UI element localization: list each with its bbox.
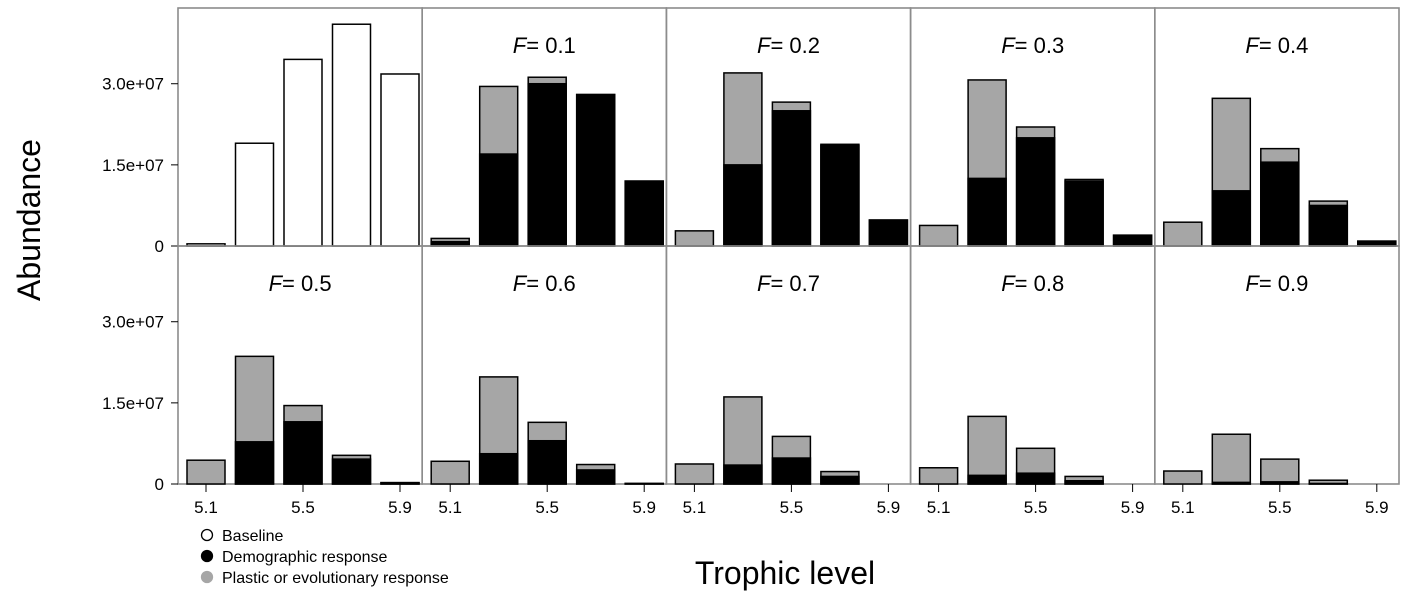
bar-demographic: [527, 82, 567, 247]
legend: Baseline Demographic response Plastic or e…: [200, 528, 449, 587]
panel: F= 0.5 0 1.5e+07 3.0e+07 5.1 5.5 5.9: [102, 245, 423, 517]
bar-plastic: [1163, 221, 1203, 247]
y-tick-label: 1.5e+07: [102, 156, 164, 175]
y-tick-label: 1.5e+07: [102, 394, 164, 413]
legend-marker-baseline: [200, 528, 214, 542]
x-tick-label: 5.9: [877, 498, 901, 517]
bar-demographic: [478, 153, 519, 247]
bar-demographic: [967, 474, 1007, 485]
bar-plastic: [186, 459, 226, 485]
bar-baseline: [234, 142, 275, 247]
panel: F= 0.3: [909, 7, 1156, 247]
bar-demographic: [868, 219, 909, 247]
x-tick-label: 5.5: [535, 498, 559, 517]
x-tick-label: 5.9: [1121, 498, 1145, 517]
panel-title: F= 0.9: [1245, 271, 1308, 296]
x-tick-label: 5.1: [1171, 498, 1195, 517]
x-tick-label: 5.1: [683, 498, 707, 517]
bar-baseline: [380, 73, 420, 247]
bar-baseline: [331, 23, 372, 247]
bar-demographic: [624, 180, 664, 247]
x-tick-label: 5.9: [1365, 498, 1389, 517]
bar-demographic: [1064, 180, 1104, 247]
bar-demographic: [820, 475, 860, 485]
bar-plastic: [1211, 433, 1252, 485]
panel: F= 0.4: [1154, 7, 1400, 247]
panel: F= 0.2: [665, 7, 912, 247]
x-tick-label: 5.9: [388, 498, 412, 517]
y-tick-label: 3.0e+07: [102, 313, 164, 332]
bar-plastic: [918, 467, 959, 485]
bar-plastic: [918, 224, 959, 247]
panel: F= 0.9 5.1 5.5 5.9: [1154, 245, 1400, 517]
panel-title: F= 0.5: [269, 271, 332, 296]
bar-plastic: [1163, 470, 1203, 485]
panel: F= 0.7 5.1 5.5 5.9: [665, 245, 912, 517]
bar-plastic: [430, 460, 470, 485]
bar-demographic: [234, 441, 275, 485]
bar-demographic: [380, 481, 420, 485]
panel-title: F= 0.6: [513, 271, 576, 296]
panel-title: F= 0.4: [1245, 33, 1308, 58]
x-tick-label: 5.1: [194, 498, 218, 517]
bar-plastic: [967, 415, 1007, 485]
x-tick-label: 5.1: [927, 498, 951, 517]
legend-label-baseline: Baseline: [222, 528, 283, 545]
bar-demographic: [1112, 234, 1153, 247]
panel-title: F= 0.8: [1001, 271, 1064, 296]
y-tick-label: 3.0e+07: [102, 75, 164, 94]
bar-demographic: [1015, 137, 1056, 247]
bar-plastic: [1260, 458, 1300, 485]
bar-demographic: [723, 164, 763, 247]
bar-demographic: [1211, 481, 1252, 485]
bar-demographic: [624, 482, 664, 485]
panel: F= 0.8 5.1 5.5 5.9: [909, 245, 1156, 517]
bar-demographic: [527, 439, 567, 485]
y-tick-label: 0: [155, 237, 164, 256]
x-tick-label: 5.9: [632, 498, 656, 517]
bar-demographic: [1211, 190, 1252, 247]
x-tick-label: 5.5: [780, 498, 804, 517]
bar-demographic: [1260, 481, 1300, 485]
bar-demographic: [820, 144, 860, 247]
bar-baseline: [283, 58, 323, 247]
bar-plastic: [674, 230, 715, 247]
panel: F= 0.6 5.1 5.5 5.9: [421, 245, 668, 517]
bar-demographic: [478, 452, 519, 485]
bar-demographic: [723, 464, 763, 485]
panel-title: F= 0.1: [513, 33, 576, 58]
panel: F= 0.1: [421, 7, 668, 247]
bar-demographic: [771, 457, 812, 485]
x-axis-title: Trophic level: [695, 555, 875, 591]
x-tick-label: 5.1: [438, 498, 462, 517]
bar-plastic: [674, 463, 715, 485]
bar-demographic: [283, 421, 323, 485]
bar-demographic: [575, 469, 616, 485]
x-tick-label: 5.5: [291, 498, 315, 517]
bar-demographic: [331, 458, 372, 485]
panel-title: F= 0.2: [757, 33, 820, 58]
panel: 0 1.5e+07 3.0e+07: [102, 7, 423, 256]
bar-demographic: [1015, 472, 1056, 485]
y-tick-label: 0: [155, 475, 164, 494]
bar-demographic: [771, 110, 812, 247]
legend-label-demographic: Demographic response: [222, 549, 388, 566]
bar-demographic: [1308, 482, 1349, 485]
bar-demographic: [575, 93, 616, 247]
legend-label-plastic: Plastic or evolutionary response: [222, 570, 449, 587]
bar-demographic: [1260, 161, 1300, 247]
legend-marker-demographic: [200, 549, 214, 563]
bar-demographic: [967, 177, 1007, 247]
y-axis-title: Abundance: [11, 139, 47, 301]
bar-demographic: [1064, 480, 1104, 485]
plot-area: 0 1.5e+07 3.0e+07 F= 0.1 F= 0.2 F= 0.3 F= 0.4 F…: [102, 7, 1400, 517]
legend-marker-plastic: [200, 570, 214, 584]
panel-title: F= 0.3: [1001, 33, 1064, 58]
bar-demographic: [1308, 204, 1349, 247]
x-tick-label: 5.5: [1268, 498, 1292, 517]
panel-title: F= 0.7: [757, 271, 820, 296]
x-tick-label: 5.5: [1024, 498, 1048, 517]
